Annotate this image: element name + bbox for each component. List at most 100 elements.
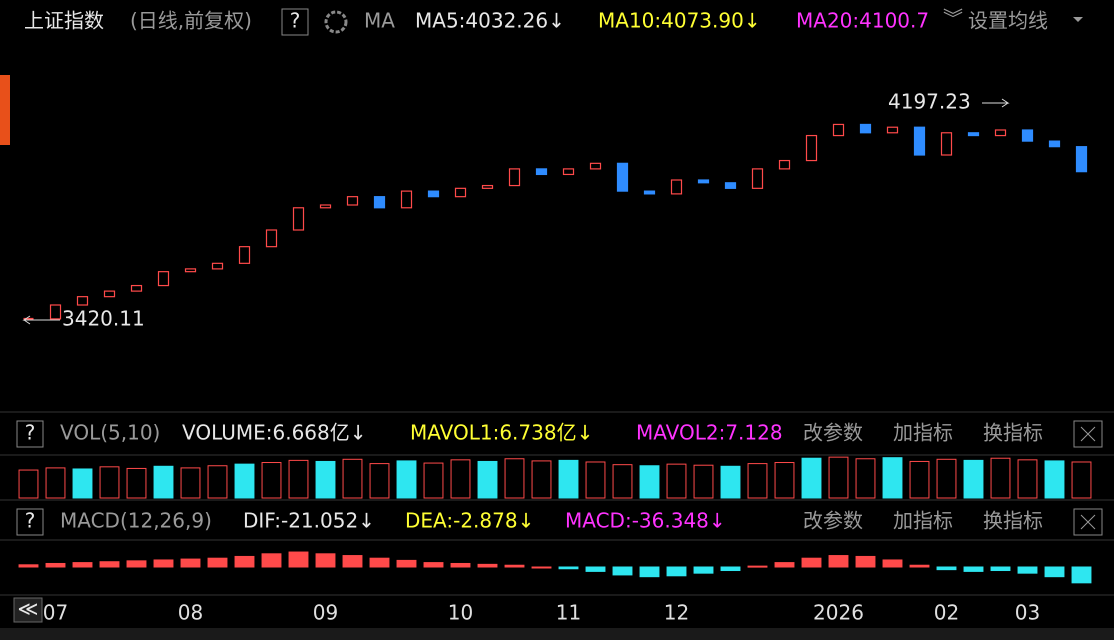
candle (238, 246, 251, 264)
bar (855, 555, 876, 568)
bar (342, 458, 363, 499)
bar (558, 459, 579, 499)
close-button[interactable] (1073, 420, 1103, 448)
swap-indicator[interactable]: 换指标 (983, 421, 1043, 445)
help-label[interactable]: ? (25, 509, 36, 533)
candle (1075, 146, 1088, 173)
index-subtitle: (日线,前复权) (130, 9, 252, 33)
bar (99, 466, 120, 499)
bar (585, 566, 606, 572)
add-indicator[interactable]: 加指标 (893, 509, 953, 533)
help-button[interactable] (16, 508, 44, 536)
edit-params[interactable]: 改参数 (803, 421, 863, 445)
candle (49, 304, 62, 320)
bar (747, 463, 768, 499)
bar (774, 562, 795, 568)
bar (855, 458, 876, 499)
swap-indicator[interactable]: 换指标 (983, 509, 1043, 533)
bar (1071, 566, 1092, 584)
bar (234, 555, 255, 568)
candle (76, 296, 89, 306)
candle (697, 179, 710, 184)
candle (913, 126, 926, 156)
candle (130, 284, 143, 292)
bar (18, 564, 39, 568)
bar (774, 462, 795, 499)
mavol1: MAVOL1:6.738亿↓ (410, 421, 593, 445)
scroll-left-icon[interactable]: ≪ (18, 597, 39, 621)
candle (265, 229, 278, 248)
bar (612, 566, 633, 576)
bar (450, 459, 471, 499)
bar (396, 460, 417, 499)
bar (423, 462, 444, 499)
bar (342, 555, 363, 568)
candle (778, 159, 791, 170)
candle (589, 162, 602, 170)
bar (936, 458, 957, 499)
bar (153, 465, 174, 499)
bar (207, 465, 228, 499)
bar (801, 557, 822, 568)
bar (882, 457, 903, 499)
x-tick-label: 09 (313, 601, 338, 625)
toolbar (0, 628, 1114, 640)
bar (207, 557, 228, 568)
close-icon[interactable] (1080, 426, 1096, 442)
bar (72, 468, 93, 499)
vol-name: VOL(5,10) (60, 421, 160, 445)
candle (508, 168, 521, 187)
bar (45, 562, 66, 568)
bar (234, 463, 255, 499)
index-title: 上证指数 (24, 9, 104, 33)
x-tick-label: 08 (178, 601, 203, 625)
close-button[interactable] (1073, 508, 1103, 536)
bar (288, 459, 309, 499)
ma5: MA5:4032.26↓ (415, 9, 565, 33)
candle (427, 190, 440, 198)
bar (153, 559, 174, 568)
candle (211, 262, 224, 270)
bar (1017, 566, 1038, 574)
bar (180, 558, 201, 568)
edit-params[interactable]: 改参数 (803, 509, 863, 533)
candle (400, 190, 413, 209)
bar (639, 465, 660, 499)
x-tick-label: 2026 (813, 601, 864, 625)
x-tick-label: 03 (1015, 601, 1040, 625)
ma-label: MA (364, 9, 395, 33)
x-tick-label: 11 (556, 601, 581, 625)
candle (967, 132, 980, 137)
collapse-icon[interactable]: ︾ (943, 7, 963, 31)
bar (531, 566, 552, 569)
help-label[interactable]: ? (25, 421, 36, 445)
help-button[interactable] (16, 420, 44, 448)
bar (882, 559, 903, 568)
bar (531, 460, 552, 499)
add-indicator[interactable]: 加指标 (893, 421, 953, 445)
bar (1071, 461, 1092, 499)
ma-settings[interactable]: 设置均线 (968, 9, 1048, 33)
close-icon[interactable] (1080, 514, 1096, 530)
bar (963, 459, 984, 499)
candle (481, 184, 494, 189)
candle (184, 268, 197, 273)
candle (670, 179, 683, 195)
bar (828, 456, 849, 499)
annotation-arrow (982, 98, 1010, 108)
x-tick-label: 10 (448, 601, 473, 625)
bar (261, 462, 282, 499)
candle (454, 187, 467, 198)
dropdown-icon[interactable] (1073, 17, 1083, 22)
help-button[interactable] (281, 8, 309, 36)
candle (562, 168, 575, 176)
candle (751, 168, 764, 189)
help-label[interactable]: ? (290, 9, 301, 33)
scroll-left-button[interactable] (13, 597, 43, 623)
bar (477, 563, 498, 568)
settings-icon[interactable] (324, 10, 348, 34)
candle (643, 190, 656, 195)
bar (396, 559, 417, 568)
ma10: MA10:4073.90↓ (598, 9, 761, 33)
